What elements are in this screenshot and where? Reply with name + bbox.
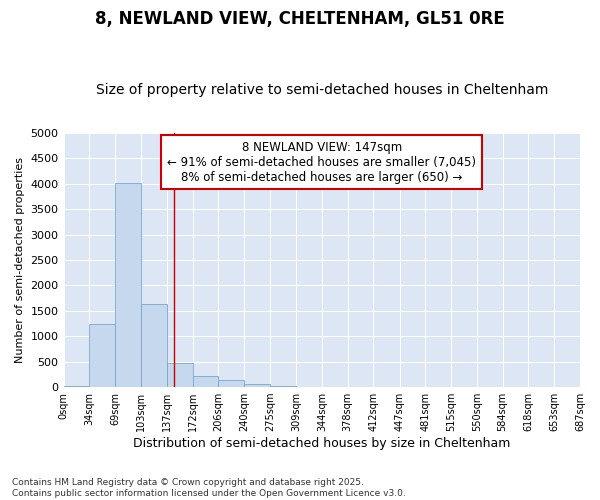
Title: Size of property relative to semi-detached houses in Cheltenham: Size of property relative to semi-detach… — [95, 83, 548, 97]
Text: 8 NEWLAND VIEW: 147sqm
← 91% of semi-detached houses are smaller (7,045)
8% of s: 8 NEWLAND VIEW: 147sqm ← 91% of semi-det… — [167, 140, 476, 184]
Text: 8, NEWLAND VIEW, CHELTENHAM, GL51 0RE: 8, NEWLAND VIEW, CHELTENHAM, GL51 0RE — [95, 10, 505, 28]
Bar — [115, 182, 141, 387]
Bar — [218, 380, 244, 387]
Bar — [270, 386, 296, 387]
Text: Contains HM Land Registry data © Crown copyright and database right 2025.
Contai: Contains HM Land Registry data © Crown c… — [12, 478, 406, 498]
Bar — [193, 376, 218, 387]
Bar — [64, 386, 89, 387]
Y-axis label: Number of semi-detached properties: Number of semi-detached properties — [15, 157, 25, 363]
Bar — [244, 384, 270, 387]
Bar — [141, 304, 167, 387]
Bar — [89, 324, 115, 387]
X-axis label: Distribution of semi-detached houses by size in Cheltenham: Distribution of semi-detached houses by … — [133, 437, 511, 450]
Bar — [167, 362, 193, 387]
